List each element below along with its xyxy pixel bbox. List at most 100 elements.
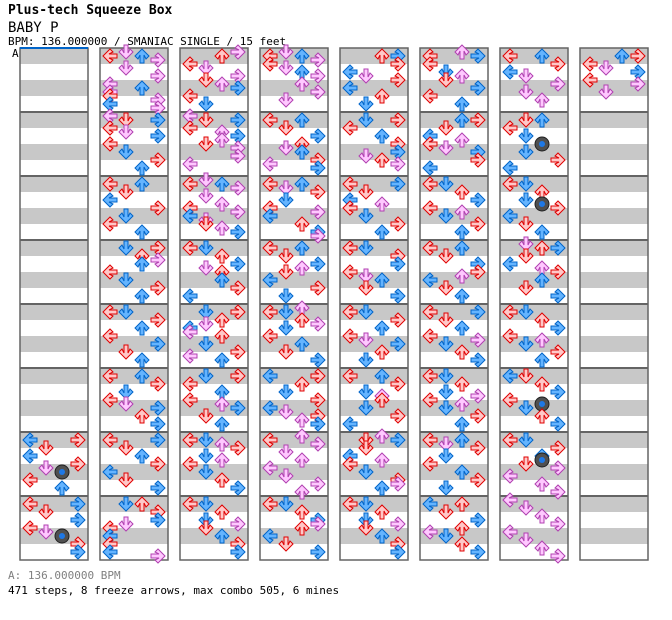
- arrow-right-icon: [310, 392, 326, 408]
- beat-stripe: [580, 208, 648, 224]
- song-title: BABY P: [8, 20, 59, 36]
- arrow-right-icon: [310, 184, 326, 200]
- arrow-down-icon: [198, 136, 214, 152]
- beat-stripe: [20, 112, 88, 128]
- arrow-right-icon: [470, 332, 486, 348]
- beat-stripe: [340, 528, 408, 544]
- arrow-down-icon: [438, 384, 454, 400]
- arrow-down-icon: [518, 304, 534, 320]
- arrow-up-icon: [374, 452, 390, 468]
- beat-stripe: [580, 432, 648, 448]
- arrow-right-icon: [150, 456, 166, 472]
- arrow-right-icon: [390, 544, 406, 560]
- arrow-up-icon: [294, 504, 310, 520]
- arrow-right-icon: [550, 440, 566, 456]
- beat-stripe: [420, 432, 488, 448]
- beat-stripe: [100, 496, 168, 512]
- arrow-right-icon: [230, 280, 246, 296]
- arrow-left-icon: [502, 432, 518, 448]
- arrow-up-icon: [454, 184, 470, 200]
- arrow-right-icon: [550, 264, 566, 280]
- arrow-up-icon: [534, 112, 550, 128]
- mine-icon: [54, 464, 70, 480]
- arrow-left-icon: [422, 304, 438, 320]
- arrow-down-icon: [118, 44, 134, 60]
- arrow-left-icon: [502, 304, 518, 320]
- arrow-right-icon: [550, 76, 566, 92]
- arrow-left-icon: [422, 432, 438, 448]
- arrow-left-icon: [262, 240, 278, 256]
- arrow-down-icon: [438, 248, 454, 264]
- arrow-up-icon: [214, 312, 230, 328]
- arrow-down-icon: [438, 176, 454, 192]
- arrow-down-icon: [198, 368, 214, 384]
- arrow-left-icon: [422, 56, 438, 72]
- arrow-right-icon: [310, 68, 326, 84]
- arrow-up-icon: [454, 432, 470, 448]
- arrow-down-icon: [118, 496, 134, 512]
- arrow-down-icon: [438, 336, 454, 352]
- arrow-left-icon: [502, 492, 518, 508]
- arrow-down-icon: [358, 208, 374, 224]
- beat-stripe: [420, 176, 488, 192]
- arrow-left-icon: [22, 520, 38, 536]
- arrow-right-icon: [230, 440, 246, 456]
- arrow-right-icon: [230, 180, 246, 196]
- beat-stripe: [580, 400, 648, 416]
- arrow-down-icon: [198, 304, 214, 320]
- arrow-up-icon: [134, 256, 150, 272]
- arrow-down-icon: [278, 468, 294, 484]
- arrow-left-icon: [342, 176, 358, 192]
- arrow-up-icon: [374, 224, 390, 240]
- arrow-down-icon: [358, 384, 374, 400]
- chart-column: [179, 47, 249, 561]
- arrow-up-icon: [534, 92, 550, 108]
- arrow-up-icon: [294, 312, 310, 328]
- chart-column: [579, 47, 649, 561]
- arrow-up-icon: [134, 80, 150, 96]
- arrow-left-icon: [422, 240, 438, 256]
- beat-stripe: [580, 48, 648, 64]
- arrow-right-icon: [470, 388, 486, 404]
- arrow-right-icon: [230, 400, 246, 416]
- arrow-up-icon: [374, 152, 390, 168]
- arrow-down-icon: [118, 440, 134, 456]
- beat-stripe: [500, 208, 568, 224]
- beat-stripe: [500, 112, 568, 128]
- arrow-right-icon: [150, 512, 166, 528]
- arrow-down-icon: [518, 216, 534, 232]
- arrow-left-icon: [342, 264, 358, 280]
- arrow-left-icon: [502, 160, 518, 176]
- arrow-right-icon: [310, 280, 326, 296]
- arrow-right-icon: [150, 68, 166, 84]
- arrow-right-icon: [150, 376, 166, 392]
- arrow-left-icon: [502, 48, 518, 64]
- arrow-left-icon: [342, 328, 358, 344]
- arrow-up-icon: [454, 416, 470, 432]
- arrow-right-icon: [390, 376, 406, 392]
- arrow-down-icon: [198, 448, 214, 464]
- arrow-left-icon: [102, 432, 118, 448]
- arrow-left-icon: [102, 392, 118, 408]
- arrow-down-icon: [518, 532, 534, 548]
- beat-stripe: [420, 80, 488, 96]
- arrow-right-icon: [150, 336, 166, 352]
- beat-stripe: [580, 496, 648, 512]
- beat-stripe: [20, 336, 88, 352]
- beat-stripe: [580, 464, 648, 480]
- beat-stripe: [500, 144, 568, 160]
- arrow-up-icon: [294, 428, 310, 444]
- beat-stripe: [100, 144, 168, 160]
- arrow-left-icon: [422, 392, 438, 408]
- arrow-left-icon: [422, 456, 438, 472]
- arrow-right-icon: [470, 112, 486, 128]
- arrow-down-icon: [518, 128, 534, 144]
- arrow-right-icon: [310, 436, 326, 452]
- beat-stripe: [420, 48, 488, 64]
- arrow-up-icon: [294, 412, 310, 428]
- arrow-up-icon: [374, 344, 390, 360]
- arrow-down-icon: [278, 404, 294, 420]
- arrow-down-icon: [438, 140, 454, 156]
- arrow-left-icon: [22, 448, 38, 464]
- arrow-right-icon: [390, 156, 406, 172]
